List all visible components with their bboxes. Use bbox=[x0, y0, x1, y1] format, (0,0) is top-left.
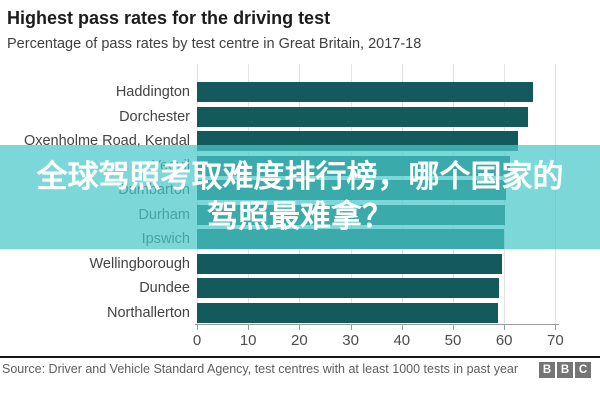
bar-row: Wellingborough bbox=[0, 253, 600, 274]
x-axis-tick bbox=[197, 324, 198, 330]
x-axis-tick bbox=[350, 324, 352, 330]
x-axis-tick bbox=[504, 324, 506, 330]
bar bbox=[197, 82, 534, 102]
bbc-logo-block: B bbox=[539, 362, 555, 378]
bar-label: Haddington bbox=[115, 84, 190, 100]
bar-row: Dundee bbox=[0, 278, 600, 298]
bar-label: Dundee bbox=[139, 280, 190, 296]
x-tick-label: 20 bbox=[291, 332, 308, 349]
bar bbox=[197, 253, 503, 274]
x-tick-label: 0 bbox=[192, 332, 202, 349]
bar-row: Northallerton bbox=[0, 302, 600, 323]
bar bbox=[197, 302, 498, 323]
overlay-text-line1: 全球驾照考取难度排行榜，哪个国家的 bbox=[36, 158, 564, 194]
x-tick-label: 50 bbox=[444, 332, 462, 349]
x-tick-label: 30 bbox=[342, 332, 359, 349]
overlay-text-line2: 驾照最难拿？ bbox=[207, 199, 393, 234]
bar bbox=[197, 278, 499, 298]
bar bbox=[197, 106, 528, 127]
x-axis-line bbox=[195, 324, 559, 325]
bbc-logo-block: C bbox=[575, 362, 591, 378]
x-tick-label: 40 bbox=[393, 332, 411, 349]
overlay-banner: 全球驾照考取难度排行榜，哪个国家的 驾照最难拿？ bbox=[0, 145, 600, 249]
chart-subtitle: Percentage of pass rates by test centre … bbox=[7, 36, 422, 52]
bar-label: Northallerton bbox=[106, 304, 190, 321]
bar-label: Dorchester bbox=[119, 108, 190, 125]
chart-title: Highest pass rates for the driving test bbox=[7, 8, 331, 28]
x-axis-tick bbox=[299, 324, 301, 330]
x-axis-tick bbox=[555, 324, 557, 330]
footer-divider bbox=[0, 356, 600, 358]
x-axis-tick bbox=[401, 324, 403, 330]
bar-row: Dorchester bbox=[0, 106, 600, 127]
bar-row: Haddington bbox=[0, 82, 600, 102]
x-axis-tick bbox=[248, 324, 250, 330]
bbc-logo-block: B bbox=[557, 362, 573, 378]
x-axis-tick bbox=[453, 324, 454, 330]
x-tick-label: 70 bbox=[547, 332, 564, 349]
source-text: Source: Driver and Vehicle Standard Agen… bbox=[2, 362, 519, 376]
x-tick-label: 10 bbox=[239, 332, 257, 349]
bar-label: Wellingborough bbox=[89, 255, 191, 272]
x-tick-label: 60 bbox=[495, 332, 513, 349]
